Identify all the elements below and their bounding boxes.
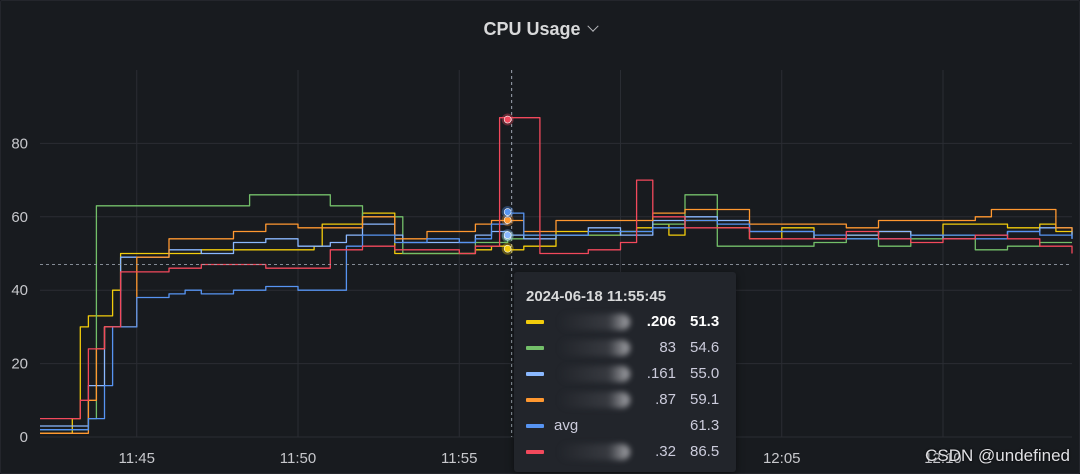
hover-point xyxy=(503,231,512,239)
hover-point xyxy=(503,208,512,216)
hover-tooltip: 2024-06-18 11:55:45 .206 51.3 83 54.6 .161 55… xyxy=(514,272,736,472)
panel-title[interactable]: CPU Usage xyxy=(483,18,581,39)
series-color-swatch xyxy=(526,372,544,376)
watermark: CSDN @undefined xyxy=(925,446,1070,465)
series-line-83 xyxy=(40,194,1072,431)
tooltip-series-name: .87 xyxy=(655,391,676,408)
series-color-swatch xyxy=(526,398,544,402)
y-tick-label: 20 xyxy=(11,356,28,373)
tooltip-series-name: 83 xyxy=(659,339,676,356)
tooltip-series-name: avg xyxy=(554,417,579,434)
tooltip-series-name: .32 xyxy=(655,443,676,460)
tooltip-row: .87 59.1 xyxy=(514,388,736,414)
tooltip-time: 2024-06-18 11:55:45 xyxy=(526,288,667,305)
x-tick-label: 12:05 xyxy=(763,450,801,467)
tooltip-series-value: 54.6 xyxy=(690,339,720,356)
tooltip-row: .206 51.3 xyxy=(514,310,736,336)
tooltip-series-value: 51.3 xyxy=(690,313,720,330)
redacted-blur xyxy=(558,392,630,408)
tooltip-row: .32 86.5 xyxy=(514,440,736,466)
tooltip-series-value: 55.0 xyxy=(690,365,720,382)
series-line-avg xyxy=(40,212,1073,431)
series-color-swatch xyxy=(526,320,544,324)
series-color-swatch xyxy=(526,424,544,428)
x-tick-label: 12:10 xyxy=(924,450,962,467)
series-line-87 xyxy=(40,208,1073,434)
y-tick-label: 0 xyxy=(20,429,28,446)
hover-point xyxy=(503,115,512,124)
y-tick-label: 80 xyxy=(11,135,28,152)
x-tick-label: 11:45 xyxy=(119,450,155,467)
y-tick-label: 60 xyxy=(11,209,28,226)
tooltip-series-name: .161 xyxy=(646,365,676,382)
y-tick-label: 40 xyxy=(11,282,28,299)
tooltip-series-value: 59.1 xyxy=(690,391,720,408)
tooltip-series-name: .206 xyxy=(646,313,676,330)
series-color-swatch xyxy=(526,346,544,350)
hover-point xyxy=(503,244,512,253)
hover-point xyxy=(503,216,512,224)
x-tick-label: 11:50 xyxy=(280,450,316,467)
tooltip-series-value: 61.3 xyxy=(690,417,720,434)
redacted-blur xyxy=(558,444,630,460)
tooltip-row: avg 61.3 xyxy=(514,414,736,440)
series-line-32 xyxy=(40,117,1073,420)
redacted-blur xyxy=(558,340,630,356)
redacted-blur xyxy=(558,314,630,330)
series-color-swatch xyxy=(526,450,544,454)
tooltip-row: 83 54.6 xyxy=(514,336,736,362)
series-line-161 xyxy=(40,216,1073,427)
x-tick-label: 11:55 xyxy=(441,450,477,467)
panel-header: CPU Usage xyxy=(1,15,1079,43)
redacted-blur xyxy=(558,366,630,382)
tooltip-row: .161 55.0 xyxy=(514,362,736,388)
tooltip-series-value: 86.5 xyxy=(690,443,720,460)
